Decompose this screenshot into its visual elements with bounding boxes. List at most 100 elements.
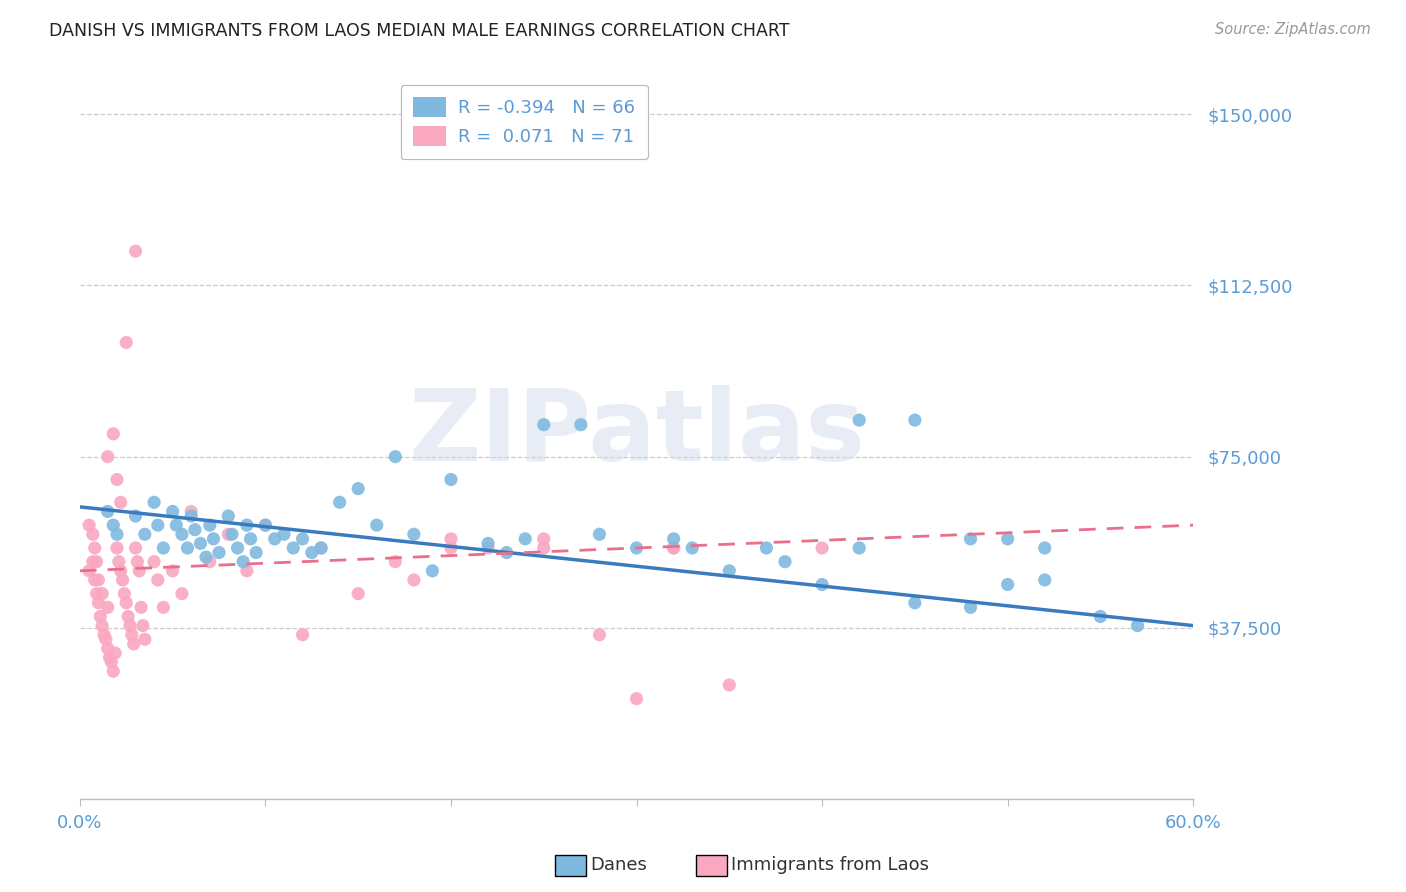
Point — [232, 555, 254, 569]
Point — [115, 335, 138, 350]
Text: Danes: Danes — [591, 856, 647, 874]
Point — [108, 555, 131, 569]
Point — [291, 532, 314, 546]
Point — [122, 637, 145, 651]
Point — [190, 536, 212, 550]
Point — [98, 650, 121, 665]
Point — [283, 541, 305, 555]
Point — [129, 600, 152, 615]
Point — [110, 495, 132, 509]
Point — [997, 577, 1019, 591]
Point — [97, 641, 120, 656]
Point — [105, 527, 128, 541]
Point — [104, 646, 127, 660]
Point — [176, 541, 198, 555]
Point — [87, 596, 110, 610]
Point — [662, 532, 685, 546]
Point — [170, 527, 193, 541]
Point — [93, 628, 115, 642]
Point — [180, 504, 202, 518]
Point — [121, 628, 143, 642]
Point — [103, 426, 125, 441]
Point — [1033, 541, 1056, 555]
Point — [152, 600, 174, 615]
Point — [124, 508, 146, 523]
Point — [146, 573, 169, 587]
Point — [180, 508, 202, 523]
Point — [662, 541, 685, 555]
Point — [588, 628, 610, 642]
Point — [959, 532, 981, 546]
Point — [263, 532, 285, 546]
Point — [533, 532, 555, 546]
Point — [124, 244, 146, 259]
Point — [143, 555, 166, 569]
Point — [681, 541, 703, 555]
Point — [477, 541, 499, 555]
Point — [86, 587, 108, 601]
Point — [773, 555, 796, 569]
Point — [662, 541, 685, 555]
Point — [236, 518, 259, 533]
Point — [755, 541, 778, 555]
Point — [959, 600, 981, 615]
Point — [146, 518, 169, 533]
Point — [588, 527, 610, 541]
Text: Source: ZipAtlas.com: Source: ZipAtlas.com — [1215, 22, 1371, 37]
Point — [402, 527, 425, 541]
Point — [184, 523, 207, 537]
Point — [422, 564, 444, 578]
Point — [811, 577, 834, 591]
Point — [77, 518, 100, 533]
Point — [848, 413, 870, 427]
Point — [91, 587, 114, 601]
Point — [202, 532, 225, 546]
Point — [134, 527, 156, 541]
Point — [86, 555, 108, 569]
Text: Immigrants from Laos: Immigrants from Laos — [731, 856, 929, 874]
Point — [105, 541, 128, 555]
Point — [198, 518, 221, 533]
Point — [162, 504, 184, 518]
Point — [904, 413, 927, 427]
Point — [195, 550, 218, 565]
Point — [440, 541, 463, 555]
Point — [217, 508, 239, 523]
Point — [309, 541, 332, 555]
Point — [97, 600, 120, 615]
Point — [83, 541, 105, 555]
Point — [309, 541, 332, 555]
Legend: R = -0.394   N = 66, R =  0.071   N = 71: R = -0.394 N = 66, R = 0.071 N = 71 — [401, 85, 648, 159]
Point — [91, 618, 114, 632]
Point — [162, 564, 184, 578]
Point — [718, 678, 741, 692]
Point — [515, 532, 537, 546]
Point — [718, 564, 741, 578]
Point — [111, 573, 134, 587]
Point — [626, 691, 648, 706]
Point — [239, 532, 262, 546]
Point — [97, 450, 120, 464]
Point — [533, 417, 555, 432]
Point — [132, 618, 155, 632]
Point — [245, 545, 267, 559]
Point — [236, 564, 259, 578]
Point — [165, 518, 187, 533]
Point — [997, 532, 1019, 546]
Point — [1090, 609, 1112, 624]
Point — [110, 564, 132, 578]
Text: ZIPatlas: ZIPatlas — [408, 385, 865, 483]
Point — [329, 495, 352, 509]
Point — [112, 587, 135, 601]
Point — [128, 564, 150, 578]
Point — [198, 555, 221, 569]
Point — [226, 541, 249, 555]
Point — [1033, 573, 1056, 587]
Point — [77, 564, 100, 578]
Point — [291, 628, 314, 642]
Point — [811, 541, 834, 555]
Point — [221, 527, 243, 541]
Point — [82, 555, 104, 569]
Point — [477, 536, 499, 550]
Point — [143, 495, 166, 509]
